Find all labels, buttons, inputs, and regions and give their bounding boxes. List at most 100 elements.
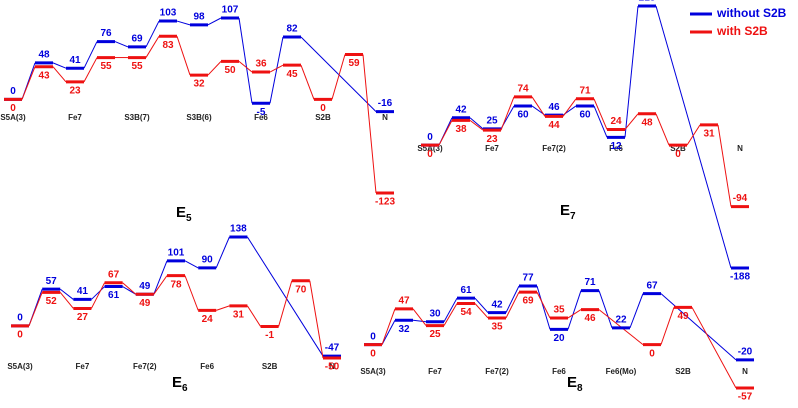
- connector: [216, 305, 230, 311]
- connector: [438, 120, 453, 146]
- value-label: -123: [375, 197, 395, 208]
- category-label: Fe6: [200, 362, 214, 371]
- connector: [598, 290, 613, 329]
- value-label: 42: [455, 104, 467, 115]
- connector: [474, 303, 489, 319]
- connector: [176, 36, 191, 76]
- panel-label: E8: [567, 374, 583, 394]
- value-label: 49: [139, 281, 151, 292]
- panel-label: E7: [560, 202, 576, 222]
- panel-label: E5: [176, 204, 192, 224]
- value-label: 0: [675, 149, 681, 160]
- value-label: 49: [139, 298, 151, 309]
- category-label: S5A(3): [7, 362, 33, 371]
- connector: [443, 303, 458, 326]
- value-label: 49: [677, 311, 689, 322]
- connector: [52, 62, 67, 69]
- value-label: 31: [233, 310, 245, 321]
- value-label: -5: [257, 107, 266, 118]
- category-label: S2B: [315, 113, 331, 122]
- value-label: 23: [486, 134, 498, 145]
- category-label: S5A(3): [417, 144, 443, 153]
- value-label: 98: [193, 11, 205, 22]
- value-label: 61: [460, 285, 472, 296]
- connector: [207, 17, 222, 26]
- category-label: N: [742, 367, 748, 376]
- value-label: 103: [160, 8, 177, 19]
- connector: [90, 282, 106, 309]
- value-label: 69: [522, 296, 534, 307]
- category-label: N: [382, 113, 388, 122]
- legend-label: with S2B: [716, 24, 768, 38]
- value-label: 0: [370, 331, 376, 342]
- connector: [412, 308, 427, 326]
- connector: [629, 293, 644, 329]
- connector: [145, 36, 160, 58]
- panel-label-sub: 7: [570, 211, 576, 222]
- connector: [686, 124, 701, 146]
- value-label: 57: [46, 276, 58, 287]
- panel-label-sub: 5: [186, 213, 192, 224]
- connector: [83, 41, 98, 69]
- panel-label-sub: 6: [182, 383, 188, 394]
- value-label: 138: [230, 224, 247, 235]
- category-label: Fe7: [485, 144, 499, 153]
- connector: [536, 291, 551, 319]
- value-label: 76: [100, 28, 112, 39]
- value-label: -1: [265, 330, 274, 341]
- connector: [215, 236, 230, 269]
- value-label: 46: [548, 102, 560, 113]
- value-label: -47: [325, 343, 340, 354]
- value-label: 23: [69, 86, 81, 97]
- connector: [717, 124, 732, 207]
- value-label: 74: [517, 83, 529, 94]
- legend-label: without S2B: [716, 6, 787, 20]
- connector: [362, 54, 377, 194]
- value-label: 107: [222, 5, 239, 16]
- connector: [145, 20, 160, 48]
- connector: [269, 64, 284, 73]
- connector: [624, 5, 639, 138]
- category-label: Fe7: [68, 113, 82, 122]
- connector: [83, 57, 98, 83]
- value-label: -188: [730, 272, 750, 283]
- panel-label-main: E: [560, 202, 570, 219]
- value-label: 60: [517, 110, 529, 121]
- value-label: 71: [584, 277, 596, 288]
- connector: [567, 309, 582, 319]
- connector: [593, 98, 608, 130]
- connector: [59, 292, 74, 309]
- panel-label-main: E: [567, 374, 577, 391]
- value-label: 0: [320, 103, 326, 114]
- value-label: 52: [46, 296, 58, 307]
- connector: [505, 285, 520, 313]
- value-label: 82: [286, 24, 298, 35]
- connector: [153, 260, 168, 295]
- value-label: 30: [429, 308, 441, 319]
- value-label: 12: [610, 141, 622, 152]
- connector: [176, 20, 191, 26]
- value-label: 60: [579, 110, 591, 121]
- connector: [300, 36, 377, 112]
- value-label: 27: [77, 312, 89, 323]
- category-label: S2B: [262, 362, 278, 371]
- connector: [567, 290, 582, 330]
- value-label: 25: [429, 329, 441, 340]
- connector: [443, 297, 458, 323]
- value-label: -50: [325, 362, 340, 373]
- category-label: S3B(6): [186, 113, 212, 122]
- value-label: 41: [69, 55, 81, 66]
- value-label: 70: [295, 284, 307, 295]
- category-label: Fe7(2): [485, 367, 509, 376]
- value-label: 45: [286, 69, 298, 80]
- panel-label-main: E: [172, 374, 182, 391]
- value-label: 48: [641, 117, 653, 128]
- category-label: N: [329, 362, 335, 371]
- value-label: 24: [610, 116, 622, 127]
- connector: [660, 293, 737, 361]
- value-label: -57: [738, 392, 753, 403]
- connector: [207, 61, 222, 76]
- value-label: 0: [10, 103, 16, 114]
- connector: [28, 292, 43, 327]
